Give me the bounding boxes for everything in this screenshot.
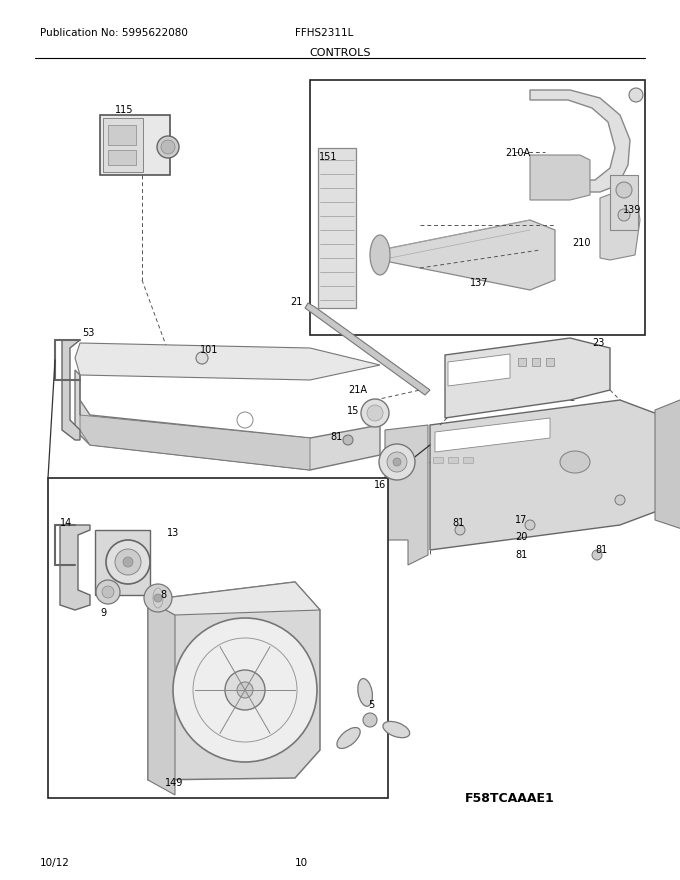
Text: FFHS2311L: FFHS2311L xyxy=(295,28,354,38)
Text: 10: 10 xyxy=(295,858,308,868)
Circle shape xyxy=(615,495,625,505)
Text: 101: 101 xyxy=(200,345,218,355)
Polygon shape xyxy=(75,370,380,470)
Bar xyxy=(532,358,540,366)
Bar xyxy=(48,478,388,798)
Bar xyxy=(100,115,170,175)
Bar xyxy=(108,125,136,145)
Text: 115: 115 xyxy=(115,105,133,115)
Text: 14: 14 xyxy=(60,518,72,528)
Polygon shape xyxy=(305,303,430,395)
Circle shape xyxy=(115,549,141,575)
Text: 81: 81 xyxy=(330,432,342,442)
Polygon shape xyxy=(445,338,610,418)
Circle shape xyxy=(102,586,114,598)
Polygon shape xyxy=(75,343,380,380)
Text: 5: 5 xyxy=(368,700,374,710)
Bar xyxy=(433,457,443,463)
Bar xyxy=(103,118,143,172)
Polygon shape xyxy=(62,340,80,440)
Circle shape xyxy=(618,209,630,221)
Bar xyxy=(448,457,458,463)
Circle shape xyxy=(123,557,133,567)
Polygon shape xyxy=(600,185,640,260)
Text: 137: 137 xyxy=(470,278,488,288)
Circle shape xyxy=(196,352,208,364)
Polygon shape xyxy=(448,354,510,386)
Circle shape xyxy=(393,458,401,466)
Polygon shape xyxy=(385,425,428,565)
Polygon shape xyxy=(148,600,175,795)
Text: 21A: 21A xyxy=(348,385,367,395)
Circle shape xyxy=(96,580,120,604)
Circle shape xyxy=(363,713,377,727)
Polygon shape xyxy=(148,582,320,780)
Circle shape xyxy=(106,540,150,584)
Text: 81: 81 xyxy=(595,545,607,555)
Ellipse shape xyxy=(157,136,179,158)
Ellipse shape xyxy=(383,722,409,737)
Bar xyxy=(310,80,645,335)
Text: 23: 23 xyxy=(592,338,605,348)
Polygon shape xyxy=(60,525,90,610)
Bar xyxy=(610,175,638,230)
Ellipse shape xyxy=(560,451,590,473)
Circle shape xyxy=(361,399,389,427)
Text: 16: 16 xyxy=(374,480,386,490)
Circle shape xyxy=(592,550,602,560)
Text: 8: 8 xyxy=(160,590,166,600)
Polygon shape xyxy=(435,418,550,452)
Text: Publication No: 5995622080: Publication No: 5995622080 xyxy=(40,28,188,38)
Bar xyxy=(518,358,526,366)
Text: 151: 151 xyxy=(319,152,337,162)
Bar xyxy=(318,148,356,308)
Circle shape xyxy=(173,618,317,762)
Text: F58TCAAAE1: F58TCAAAE1 xyxy=(465,792,555,805)
Text: 81: 81 xyxy=(515,550,527,560)
Polygon shape xyxy=(530,155,590,200)
Polygon shape xyxy=(430,400,660,550)
Text: 210: 210 xyxy=(572,238,590,248)
Circle shape xyxy=(154,594,162,602)
Ellipse shape xyxy=(337,728,360,749)
Bar xyxy=(463,457,473,463)
Text: 139: 139 xyxy=(623,205,641,215)
Circle shape xyxy=(343,435,353,445)
Circle shape xyxy=(387,452,407,472)
Bar xyxy=(108,150,136,165)
Bar xyxy=(546,358,554,366)
Text: 17: 17 xyxy=(515,515,528,525)
Text: 21: 21 xyxy=(290,297,303,307)
Circle shape xyxy=(367,405,383,421)
Ellipse shape xyxy=(370,235,390,275)
Polygon shape xyxy=(530,90,630,192)
Circle shape xyxy=(455,525,465,535)
Ellipse shape xyxy=(161,140,175,154)
Bar xyxy=(95,530,150,595)
Text: CONTROLS: CONTROLS xyxy=(309,48,371,58)
Text: 15: 15 xyxy=(347,406,359,416)
Circle shape xyxy=(629,88,643,102)
Text: 81: 81 xyxy=(452,518,464,528)
Ellipse shape xyxy=(358,678,373,707)
Text: 10/12: 10/12 xyxy=(40,858,70,868)
Text: 13: 13 xyxy=(167,528,180,538)
Polygon shape xyxy=(380,220,555,290)
Circle shape xyxy=(616,182,632,198)
Text: 53: 53 xyxy=(82,328,95,338)
Circle shape xyxy=(144,584,172,612)
Text: 210A: 210A xyxy=(505,148,530,158)
Circle shape xyxy=(237,682,253,698)
Polygon shape xyxy=(148,582,320,615)
Text: 20: 20 xyxy=(515,532,528,542)
Text: 9: 9 xyxy=(100,608,106,618)
Circle shape xyxy=(525,520,535,530)
Text: 149: 149 xyxy=(165,778,184,788)
Polygon shape xyxy=(80,375,310,470)
Polygon shape xyxy=(655,398,680,530)
Circle shape xyxy=(225,670,265,710)
Circle shape xyxy=(379,444,415,480)
